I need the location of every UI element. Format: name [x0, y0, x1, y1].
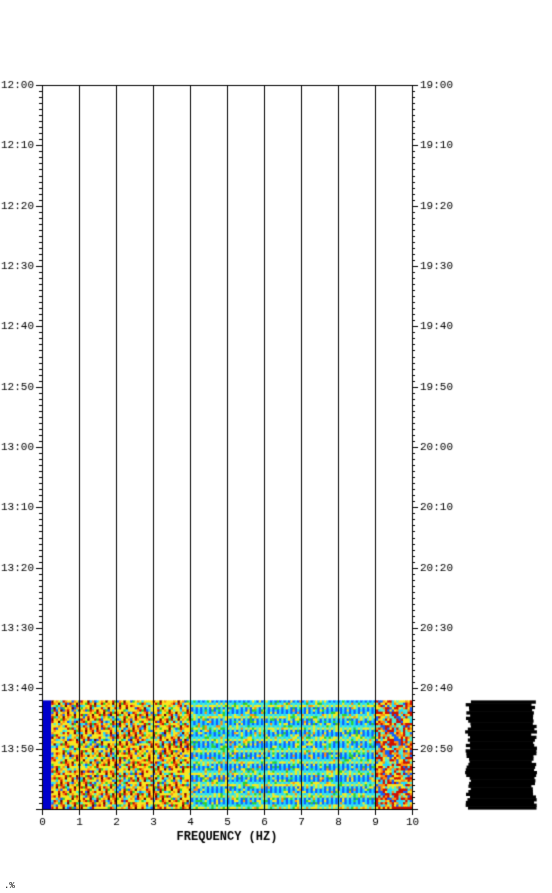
- footer-mark: .%: [4, 881, 15, 891]
- spectrogram-plot: [0, 0, 552, 893]
